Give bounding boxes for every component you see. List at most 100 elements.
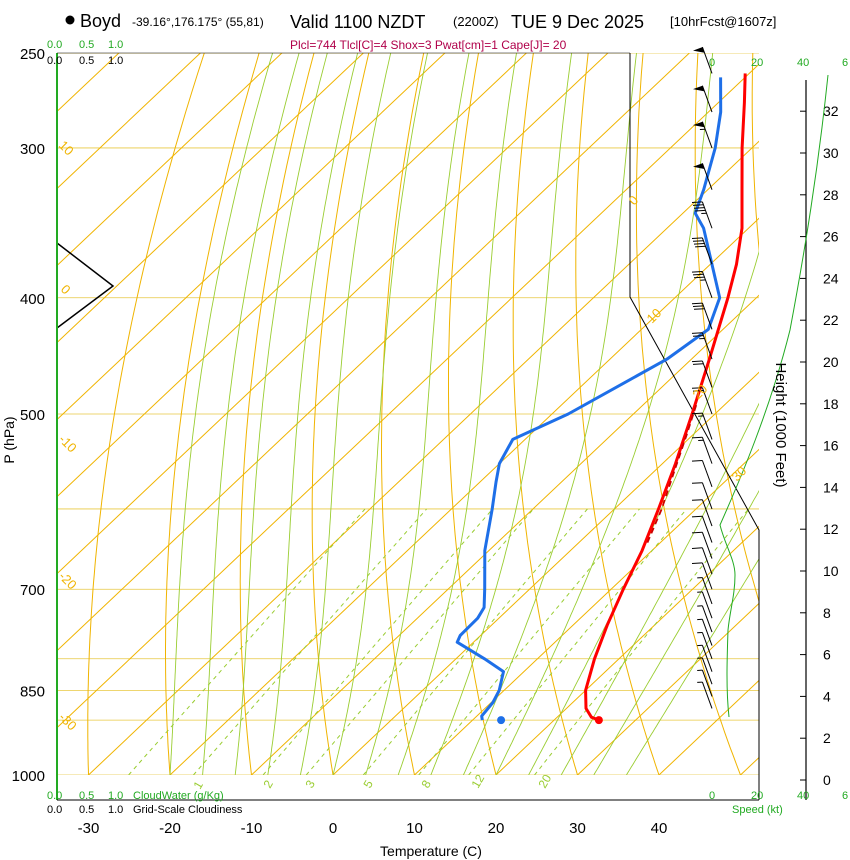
- wind-barb-staff-780: [701, 619, 713, 646]
- pressure-label-1000: 1000: [12, 768, 45, 785]
- wind-barb-tick-425: [692, 305, 704, 307]
- moist-adiabat-16: [462, 53, 637, 775]
- wind-barb-tick-475: [692, 363, 704, 365]
- height-label-30: 30: [823, 145, 839, 161]
- wind-barb-280: [693, 85, 713, 113]
- height-label-2: 2: [823, 730, 831, 746]
- wind-barb-staff-660: [701, 532, 713, 559]
- wind-barb-550: [691, 436, 713, 464]
- x-tick-label-30: 30: [569, 820, 586, 837]
- wind-barb-tick-450: [691, 332, 703, 334]
- isotherm--100: [57, 53, 283, 267]
- height-axis-label: Height (1000 Feet): [772, 362, 789, 487]
- wind-barb-staff-840: [701, 657, 713, 685]
- height-label-26: 26: [823, 229, 839, 245]
- mixing-ratio-label-3: 3: [302, 777, 318, 790]
- dry-adiabat--20: [165, 53, 260, 775]
- wind-barb-staff-400: [701, 271, 713, 298]
- wind-barb-800: [697, 632, 713, 659]
- x-tick-label--10: -10: [241, 820, 263, 837]
- wind-barb-staff-640: [701, 516, 713, 543]
- valid-date: TUE 9 Dec 2025: [511, 12, 644, 32]
- height-label-20: 20: [823, 354, 839, 370]
- moist-adiabat-8: [397, 53, 517, 775]
- moist-adiabat-20: [495, 53, 714, 775]
- plot-right-edge: [629, 53, 760, 800]
- wind-barb-tick-400: [693, 276, 705, 279]
- wind-barb-tick-475: [691, 360, 703, 363]
- cloudiness-label: Grid-Scale Cloudiness: [133, 804, 243, 816]
- speed-bottom-6: 6: [842, 790, 848, 802]
- wind-barb-staff-500: [701, 387, 713, 415]
- mixing-ratio-label-5: 5: [360, 777, 376, 790]
- temperature-line: [584, 73, 747, 722]
- height-label-4: 4: [823, 688, 831, 704]
- speed-top-6: 6: [842, 57, 848, 69]
- mixing-ratio-line-5: [362, 508, 588, 775]
- top-black-scale-0: 0.0: [47, 55, 62, 67]
- wind-barb-475: [691, 360, 713, 388]
- bottom-green-scale-1: 0.5: [79, 790, 94, 802]
- wind-barb-tick-425: [693, 308, 705, 310]
- moist-adiabat-32: [593, 490, 759, 775]
- speed-bottom-20: 20: [751, 790, 763, 802]
- forecast-tag: [10hrFcst@1607z]: [670, 14, 776, 29]
- top-green-scale-0: 0.0: [47, 39, 62, 51]
- wind-barb-staff-425: [701, 302, 713, 330]
- moist-adiabat--4: [299, 53, 392, 775]
- mixing-ratio-line-1: [193, 508, 427, 775]
- parcel-line: [646, 403, 698, 543]
- dry-adiabat-lines: [87, 53, 759, 775]
- isotherm--30: [87, 140, 759, 775]
- top-black-scale-2: 1.0: [108, 55, 123, 67]
- height-label-0: 0: [823, 772, 831, 788]
- wind-barb-325: [693, 163, 713, 190]
- wind-barb-350: [691, 201, 713, 229]
- moist-adiabat-36: [626, 558, 759, 775]
- isotherm-30: [576, 602, 759, 775]
- wind-barb-flag-280: [693, 85, 705, 92]
- diagram-background-lines: [57, 53, 759, 775]
- height-label-6: 6: [823, 647, 831, 663]
- wind-barb-tick-400: [692, 273, 704, 276]
- mixing-ratio-label-2: 2: [260, 777, 276, 790]
- moist-adiabat--16: [202, 53, 300, 775]
- wind-barb-staff-525: [701, 412, 713, 440]
- wind-barb-860: [697, 669, 713, 697]
- height-label-24: 24: [823, 270, 839, 286]
- location-name: Boyd: [80, 11, 121, 31]
- height-label-22: 22: [823, 312, 839, 328]
- wind-barb-640: [691, 515, 713, 543]
- isotherm-lines: [57, 53, 759, 775]
- isotherm--80: [57, 53, 446, 421]
- wind-barb-740: [697, 591, 713, 619]
- wind-barb-staff-575: [701, 460, 713, 487]
- wind-barb-staff-740: [701, 591, 713, 619]
- mixing-ratio-line-0.5: [128, 508, 366, 775]
- mixing-ratio-line-2: [262, 508, 493, 775]
- wind-barb-tick-350: [693, 207, 705, 209]
- wind-barb-staff-600: [701, 482, 713, 510]
- isotherm-10: [413, 448, 759, 775]
- wind-barb-tick-375: [693, 243, 705, 245]
- wind-barb-425: [691, 302, 713, 330]
- bottom-green-scale-0: 0.0: [47, 790, 62, 802]
- utc-time: (2200Z): [453, 14, 499, 29]
- wind-barb-tick-375: [695, 245, 706, 248]
- wind-barb-flag-260: [693, 47, 705, 53]
- surface-markers: [497, 716, 603, 725]
- wind-barb-tick-680: [691, 547, 703, 549]
- surface-temperature-marker: [594, 716, 603, 725]
- mixing-ratio-lines: [128, 508, 749, 775]
- mixing-ratio-line-8: [418, 508, 640, 775]
- wind-barb-staff-620: [701, 499, 713, 527]
- isotherm--110: [57, 53, 202, 190]
- isotherm-label-2: -10: [56, 432, 80, 456]
- isotherm-label-1: 0: [58, 282, 74, 298]
- wind-barb-620: [691, 499, 713, 527]
- isotherm-0: [332, 371, 759, 775]
- bottom-black-scale-0: 0.0: [47, 804, 62, 816]
- bottom-black-scale-1: 0.5: [79, 804, 94, 816]
- x-tick-label-10: 10: [406, 820, 423, 837]
